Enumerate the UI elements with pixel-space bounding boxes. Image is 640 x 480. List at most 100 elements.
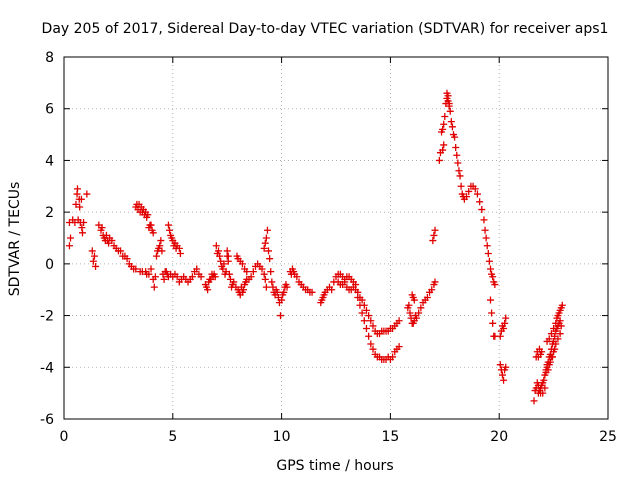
data-point — [546, 358, 554, 366]
x-tick-label: 5 — [168, 429, 177, 445]
data-point — [262, 283, 270, 291]
data-point — [478, 206, 486, 214]
data-points — [65, 89, 566, 405]
data-point — [440, 141, 448, 149]
data-point — [489, 319, 497, 327]
data-point — [89, 257, 97, 265]
data-point — [362, 325, 370, 332]
data-point — [367, 317, 375, 325]
data-point — [538, 348, 546, 356]
data-point — [260, 244, 268, 252]
x-tick-label: 25 — [599, 429, 617, 445]
data-point — [431, 226, 439, 234]
data-point — [491, 281, 499, 289]
y-tick-label: -2 — [40, 309, 54, 325]
data-point — [417, 304, 425, 312]
data-point — [471, 185, 479, 193]
data-point — [441, 112, 449, 120]
data-point — [456, 172, 464, 180]
data-point — [83, 190, 91, 198]
data-point — [423, 293, 431, 301]
y-tick-label: -4 — [40, 360, 54, 376]
data-point — [358, 296, 366, 304]
data-point — [98, 224, 106, 232]
data-point — [117, 247, 125, 255]
data-point — [395, 343, 403, 351]
data-point — [488, 309, 496, 317]
data-point — [156, 242, 164, 250]
data-point — [496, 361, 504, 369]
data-point — [496, 332, 504, 340]
data-point — [261, 239, 269, 247]
data-point — [502, 363, 510, 371]
data-point — [406, 309, 414, 317]
x-tick-label: 10 — [273, 429, 291, 445]
data-point — [238, 260, 246, 268]
data-point — [489, 273, 497, 281]
data-point — [216, 252, 224, 260]
data-point — [358, 309, 366, 317]
data-point — [80, 218, 88, 226]
data-point — [267, 268, 275, 276]
data-point — [268, 278, 276, 286]
data-point — [389, 353, 397, 361]
data-point — [243, 268, 251, 276]
data-point — [123, 255, 131, 263]
data-point — [413, 314, 421, 322]
data-point — [77, 195, 85, 203]
data-point — [502, 314, 510, 322]
data-point — [92, 262, 100, 270]
y-tick-label: 2 — [45, 205, 54, 221]
data-point — [463, 193, 471, 201]
data-point — [457, 182, 465, 190]
data-point — [144, 211, 152, 219]
data-point — [147, 221, 155, 229]
data-point — [439, 125, 447, 133]
data-point — [211, 273, 219, 281]
data-point — [428, 286, 436, 294]
data-point — [541, 384, 549, 392]
data-point — [164, 221, 172, 229]
axis-ticks: 0 5 10 15 20 25 -6 -4 -2 0 2 4 6 8 — [40, 50, 617, 445]
data-point — [151, 273, 159, 281]
data-point — [544, 366, 552, 374]
data-point — [328, 286, 336, 294]
data-point — [556, 330, 564, 338]
x-tick-label: 20 — [490, 429, 508, 445]
data-point — [558, 301, 566, 309]
data-point — [249, 268, 257, 276]
chart-title: Day 205 of 2017, Sidereal Day-to-day VTE… — [42, 21, 609, 37]
data-point — [455, 167, 463, 175]
data-point — [362, 306, 370, 314]
data-point — [247, 273, 255, 281]
data-point — [484, 250, 492, 258]
y-tick-label: 8 — [45, 50, 54, 66]
data-point — [410, 296, 418, 304]
data-point — [72, 200, 80, 208]
data-point — [78, 224, 86, 232]
data-point — [132, 265, 140, 273]
data-point — [481, 226, 489, 234]
data-point — [222, 268, 230, 276]
data-point — [258, 265, 266, 273]
data-point — [446, 107, 454, 115]
data-point — [280, 288, 288, 296]
data-point — [90, 252, 98, 260]
x-tick-label: 0 — [60, 429, 69, 445]
data-point — [78, 229, 86, 237]
data-point — [160, 275, 168, 283]
data-point — [220, 260, 228, 268]
data-point — [149, 229, 157, 237]
x-tick-label: 15 — [381, 429, 399, 445]
data-point — [552, 319, 560, 327]
data-point — [293, 273, 301, 281]
data-point — [158, 247, 166, 255]
data-point — [454, 159, 462, 167]
data-point — [369, 322, 377, 330]
data-point — [540, 376, 548, 384]
data-point — [448, 123, 456, 131]
data-point — [360, 317, 368, 325]
data-point — [283, 283, 291, 291]
data-point — [431, 278, 439, 286]
data-point — [430, 231, 438, 239]
